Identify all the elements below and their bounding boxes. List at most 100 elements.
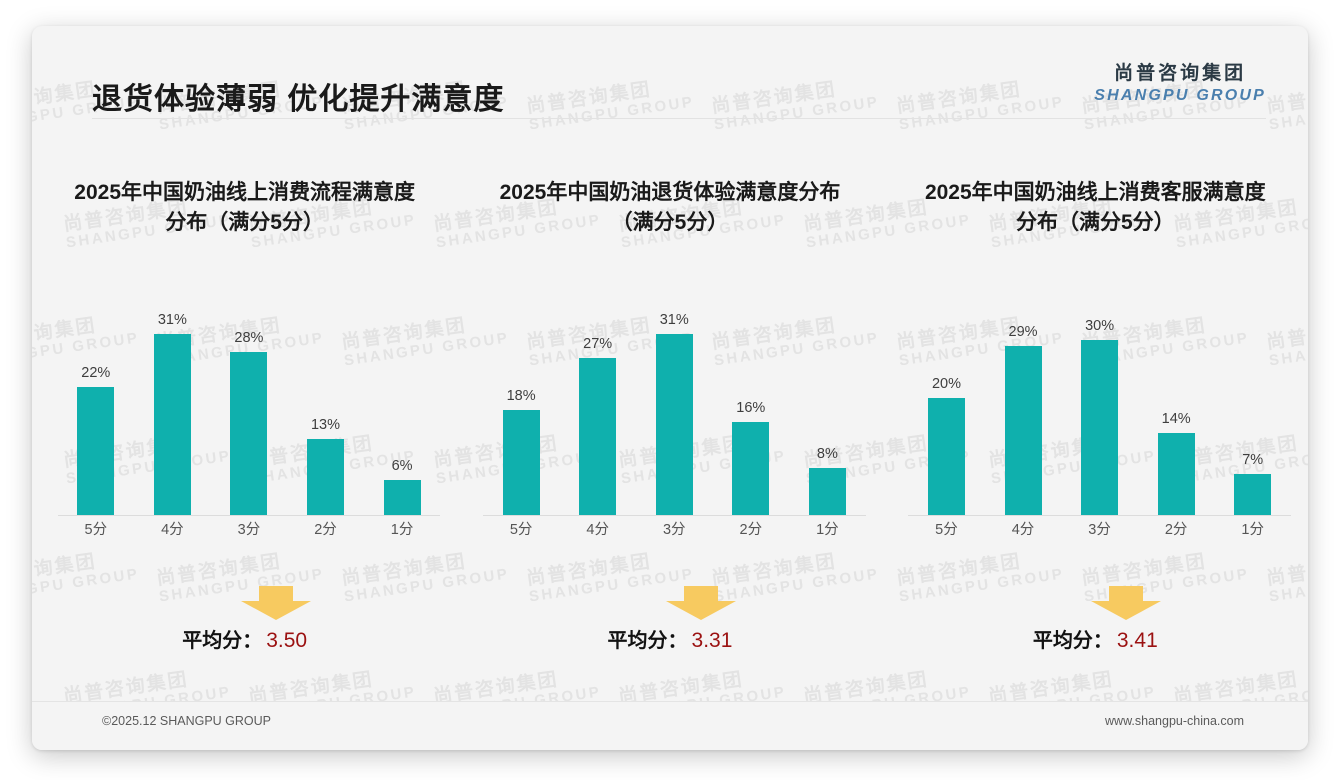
page-title: 退货体验薄弱 优化提升满意度: [92, 83, 505, 116]
bar-group: 20% 29% 30% 14% 7%: [908, 311, 1291, 515]
bar[interactable]: [1234, 474, 1272, 515]
bar-value-label: 22%: [81, 365, 111, 381]
bar-slot: 7%: [1214, 311, 1291, 515]
bar[interactable]: [1004, 346, 1042, 515]
bar[interactable]: [502, 410, 540, 515]
x-tick-label: 1分: [816, 522, 839, 538]
bar-slot: 14%: [1138, 311, 1215, 515]
x-tick-label: 1分: [390, 522, 414, 538]
bar-slot: 18%: [483, 311, 560, 515]
average-score-line: 平均分： 3.41: [1033, 624, 1158, 653]
bar-slot: 16%: [713, 311, 790, 515]
bar-value-label: 29%: [1008, 324, 1038, 340]
bar[interactable]: [306, 439, 344, 515]
bar[interactable]: [1081, 340, 1119, 515]
bar-slot: 28%: [211, 311, 288, 515]
average-score-line: 平均分： 3.50: [182, 624, 307, 653]
average-score-line: 平均分： 3.31: [608, 624, 733, 653]
footer-website[interactable]: www.shangpu-china.com: [1105, 714, 1244, 728]
x-axis-line: [908, 515, 1291, 516]
chart-panel-1: 2025年中国奶油线上消费流程满意度分布（满分5分） 22% 31% 28% 13% 6%…: [32, 146, 457, 686]
bar-slot: 31%: [636, 311, 713, 515]
average-annotation: 平均分： 3.50: [32, 586, 457, 653]
chart-title: 2025年中国奶油线上消费客服满意度分布（满分5分）: [924, 181, 1266, 234]
x-tick-label: 4分: [161, 522, 184, 538]
bar[interactable]: [153, 334, 191, 515]
bar-slot: 29%: [985, 311, 1062, 515]
slide-header: 退货体验薄弱 优化提升满意度 尚普咨询集团 SHANGPU GROUP: [32, 26, 1308, 118]
bar-slot: 13%: [287, 311, 364, 515]
bar-slot: 31%: [134, 311, 211, 515]
x-tick-label: 5分: [84, 522, 108, 538]
bar[interactable]: [732, 422, 770, 515]
chart-title: 2025年中国奶油线上消费流程满意度分布（满分5分）: [74, 181, 416, 234]
slide-footer: ©2025.12 SHANGPU GROUP www.shangpu-china…: [32, 701, 1308, 750]
bar-value-label: 27%: [583, 336, 613, 352]
bar-slot: 6%: [364, 311, 441, 515]
bar-group: 18% 27% 31% 16% 8%: [483, 311, 866, 515]
slide-canvas: 尚普咨询集团 SHANGPU GROUP 尚普咨询集团 SHANGPU GROUP 尚普…: [32, 26, 1308, 750]
down-arrow-icon: [1091, 586, 1162, 620]
bar-value-label: 28%: [234, 330, 264, 346]
bar[interactable]: [230, 352, 268, 515]
average-score-value: 3.50: [266, 629, 308, 652]
bar-slot: 27%: [559, 311, 636, 515]
x-tick-label: 2分: [1164, 522, 1188, 538]
average-annotation: 平均分： 3.41: [883, 586, 1308, 653]
chart-panel-3: 2025年中国奶油线上消费客服满意度分布（满分5分） 20% 29% 30% 14% 7%…: [883, 146, 1308, 686]
average-score-label: 平均分：: [1032, 630, 1113, 652]
header-divider: [92, 118, 1266, 119]
x-tick-label: 3分: [1088, 522, 1111, 538]
x-tick-label: 2分: [739, 522, 763, 538]
average-annotation: 平均分： 3.31: [457, 586, 882, 653]
bar-slot: 8%: [789, 311, 866, 515]
average-score-value: 3.41: [1116, 629, 1158, 652]
bar-value-label: 20%: [931, 376, 961, 392]
x-axis-ticks: 5分 4分 3分 2分 1分: [483, 518, 866, 542]
down-arrow-icon: [240, 586, 311, 620]
x-tick-label: 4分: [1011, 522, 1035, 538]
bar[interactable]: [1157, 433, 1195, 515]
bar[interactable]: [383, 480, 421, 515]
bar[interactable]: [808, 468, 846, 515]
bar-slot: 30%: [1061, 311, 1138, 515]
plot-area: 18% 27% 31% 16% 8% 5分 4分 3分 2分 1分: [482, 311, 866, 542]
plot-area: 22% 31% 28% 13% 6% 5分 4分 3分 2分 1分: [57, 311, 441, 542]
bar[interactable]: [927, 398, 965, 515]
average-score-label: 平均分：: [607, 630, 688, 652]
average-score-label: 平均分：: [182, 630, 263, 652]
bar-value-label: 31%: [659, 312, 689, 328]
down-arrow-icon: [665, 586, 736, 620]
x-tick-label: 1分: [1241, 522, 1264, 538]
bar-value-label: 30%: [1085, 318, 1115, 334]
brand-logo: 尚普咨询集团 SHANGPU GROUP: [1094, 62, 1266, 106]
charts-row: 2025年中国奶油线上消费流程满意度分布（满分5分） 22% 31% 28% 13% 6%…: [32, 146, 1308, 686]
average-score-value: 3.31: [691, 629, 733, 652]
bar-slot: 22%: [58, 311, 135, 515]
x-tick-label: 4分: [586, 522, 609, 538]
bar[interactable]: [77, 387, 115, 515]
chart-title: 2025年中国奶油退货体验满意度分布（满分5分）: [499, 181, 841, 234]
x-tick-label: 5分: [509, 522, 533, 538]
x-axis-ticks: 5分 4分 3分 2分 1分: [58, 518, 441, 542]
footer-copyright: ©2025.12 SHANGPU GROUP: [102, 714, 271, 728]
x-tick-label: 3分: [662, 522, 686, 538]
x-tick-label: 3分: [237, 522, 261, 538]
bar-value-label: 13%: [310, 417, 340, 433]
bar-value-label: 6%: [391, 458, 413, 474]
bar[interactable]: [579, 358, 617, 515]
x-axis-line: [482, 515, 866, 516]
brand-logo-cn: 尚普咨询集团: [1114, 63, 1247, 84]
bar-value-label: 8%: [816, 446, 838, 462]
bar-group: 22% 31% 28% 13% 6%: [58, 311, 441, 515]
bar-value-label: 16%: [736, 400, 766, 416]
plot-area: 20% 29% 30% 14% 7% 5分 4分 3分 2分 1分: [908, 312, 1291, 542]
bar[interactable]: [655, 334, 693, 515]
x-axis-ticks: 5分 4分 3分 2分 1分: [908, 518, 1291, 542]
chart-panel-2: 2025年中国奶油退货体验满意度分布（满分5分） 18% 27% 31% 16% 8% 5分…: [457, 146, 882, 686]
brand-logo-en: SHANGPU GROUP: [1094, 86, 1266, 104]
x-tick-label: 2分: [314, 522, 337, 538]
bar-value-label: 14%: [1161, 411, 1191, 427]
bar-value-label: 31%: [157, 312, 187, 328]
x-axis-line: [57, 515, 441, 516]
